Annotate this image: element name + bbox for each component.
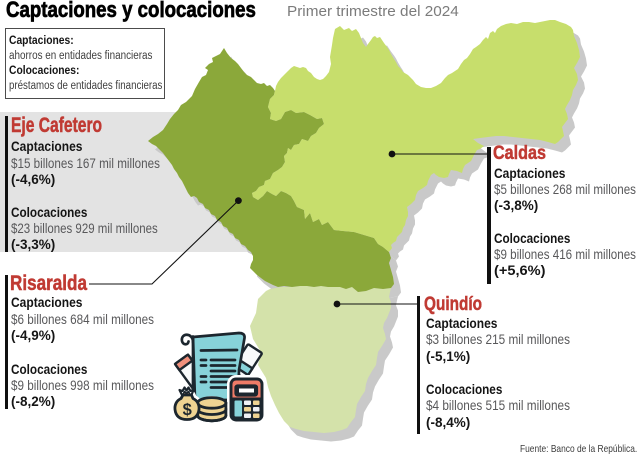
svg-text:$: $ (183, 401, 192, 419)
